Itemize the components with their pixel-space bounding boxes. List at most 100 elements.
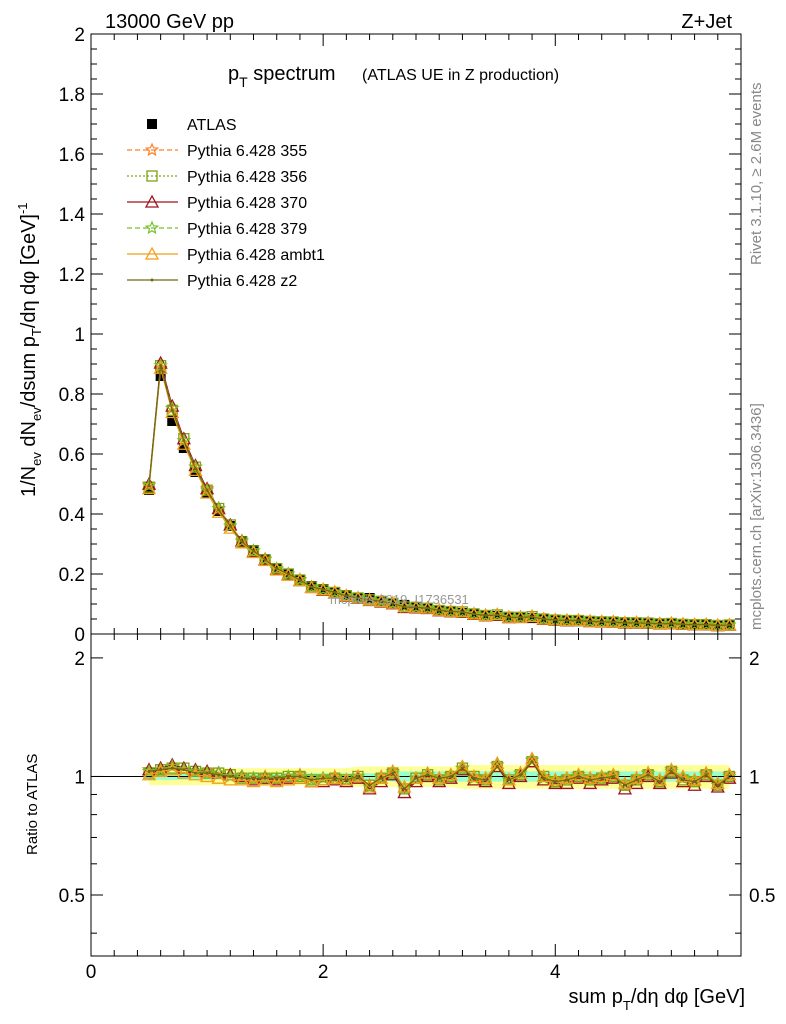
series-point-z2 (368, 598, 372, 602)
series-point-ambt1 (699, 617, 714, 631)
series-point-z2 (716, 623, 720, 627)
ratio-point-ambt1 (664, 762, 679, 776)
series-line-p355 (148, 368, 730, 626)
series-point-ambt1 (165, 405, 180, 419)
ratio-point-p379 (292, 768, 308, 783)
ratio-y-tick-label: 2 (74, 649, 85, 670)
ratio-point-ambt1 (675, 769, 691, 783)
ratio-point-ambt1 (455, 759, 470, 773)
ratio-point-p379 (281, 768, 296, 783)
ratio-x-axis: 0 2 4 (86, 634, 742, 983)
plot-title-main: p (228, 63, 239, 85)
series-point-p379 (594, 614, 609, 628)
ratio-y-tick-label: 1 (74, 767, 85, 788)
y-tick-label: 1.2 (59, 265, 85, 286)
ratio-point-ambt1 (258, 772, 273, 786)
ratio-point-z2 (159, 768, 163, 772)
ylabel-c: dN (18, 421, 40, 452)
ratio-point-ambt1 (571, 767, 586, 781)
series-point-z2 (263, 558, 267, 562)
ratio-point-ambt1 (223, 772, 238, 786)
series-point-p379 (489, 607, 505, 621)
ratio-point-z2 (310, 778, 314, 782)
series-point-z2 (205, 488, 209, 492)
series-point-ambt1 (722, 617, 737, 631)
ratio-point-z2 (286, 774, 290, 778)
ratio-point-z2 (170, 766, 174, 770)
series-point-p379 (420, 600, 435, 615)
atlas-point (364, 593, 375, 603)
series-point-ambt1 (246, 545, 261, 559)
ratio-point-z2 (716, 783, 720, 787)
ratio-point-ambt1 (211, 770, 226, 784)
legend-marker-p370 (144, 194, 160, 208)
legend-marker-p356 (146, 170, 158, 182)
ratio-point-p379 (350, 768, 366, 783)
series-point-ambt1 (153, 360, 168, 374)
series-point-p379 (582, 613, 598, 628)
series-point-p379 (652, 616, 668, 630)
series-point-p379 (374, 593, 389, 608)
legend-label-p355: Pythia 6.428 355 (187, 143, 307, 160)
ratio-y-label: Ratio to ATLAS (24, 754, 41, 855)
header-right: Z+Jet (681, 11, 732, 33)
series-line-p379 (148, 365, 730, 627)
x-tick-label: 4 (550, 962, 561, 983)
series-point-z2 (310, 585, 314, 589)
ratio-point-ambt1 (281, 772, 296, 786)
y-tick-label: 2 (74, 25, 85, 46)
xlabel-c: /dη dφ [GeV] (631, 986, 745, 1008)
ratio-point-z2 (193, 771, 197, 775)
ratio-point-z2 (577, 774, 580, 778)
series-point-p379 (408, 599, 424, 614)
ylabel-g: /dη dφ [GeV] (18, 214, 40, 328)
legend-item: Pythia 6.428 ambt1 (127, 246, 325, 264)
series-point-z2 (159, 364, 163, 368)
ratio-point-ambt1 (176, 765, 191, 779)
plot-title-main2: spectrum (248, 63, 336, 85)
series-point-p379 (571, 612, 586, 627)
xlabel-a: sum p (568, 986, 622, 1008)
legend-label-p379: Pythia 6.428 379 (187, 221, 307, 238)
series-point-ambt1 (141, 481, 157, 495)
x-tick-label: 2 (318, 962, 329, 983)
main-plot: mcplots 2019_I1736531 0 0.2 0.4 0.6 0.8 1 1.2 1… (15, 25, 742, 646)
series-point-z2 (414, 605, 418, 609)
ratio-point-ambt1 (722, 767, 737, 781)
ratio-point-z2 (414, 776, 418, 780)
series-point-z2 (275, 567, 279, 571)
series-point-p379 (687, 617, 702, 631)
series-point-ambt1 (281, 567, 296, 581)
xlabel-b: T (623, 998, 631, 1013)
ratio-point-z2 (275, 776, 279, 780)
ratio-point-z2 (437, 776, 441, 780)
series-point-p379 (362, 592, 377, 607)
watermark: mcplots 2019_I1736531 (330, 592, 469, 607)
ratio-point-z2 (681, 778, 685, 782)
series-point-z2 (449, 610, 453, 613)
series-point-p379 (664, 615, 679, 630)
series-point-z2 (553, 618, 557, 622)
series-line-z2 (148, 365, 730, 627)
ratio-point-ambt1 (641, 765, 656, 779)
ratio-point-ambt1 (374, 770, 389, 784)
series-point-ambt1 (304, 580, 319, 594)
ratio-point-z2 (298, 774, 302, 778)
ratio-point-ambt1 (165, 762, 180, 776)
ratio-point-z2 (228, 774, 232, 778)
main-plot-marks (141, 355, 737, 632)
plot-title: pT spectrum (228, 63, 336, 90)
series-point-ambt1 (524, 608, 540, 623)
plot-title-extra: (ATLAS UE in Z production) (362, 67, 559, 84)
series-point-z2 (182, 439, 186, 443)
series-point-p379 (501, 609, 517, 624)
ratio-point-ambt1 (629, 770, 644, 784)
y-tick-label: 0.2 (59, 565, 85, 586)
ylabel-b: ev (29, 452, 44, 466)
ratio-point-z2 (484, 778, 488, 782)
legend-marker-p355 (144, 142, 160, 157)
ratio-point-z2 (623, 783, 627, 787)
series-point-z2 (426, 606, 430, 610)
ratio-point-ambt1 (559, 770, 574, 784)
